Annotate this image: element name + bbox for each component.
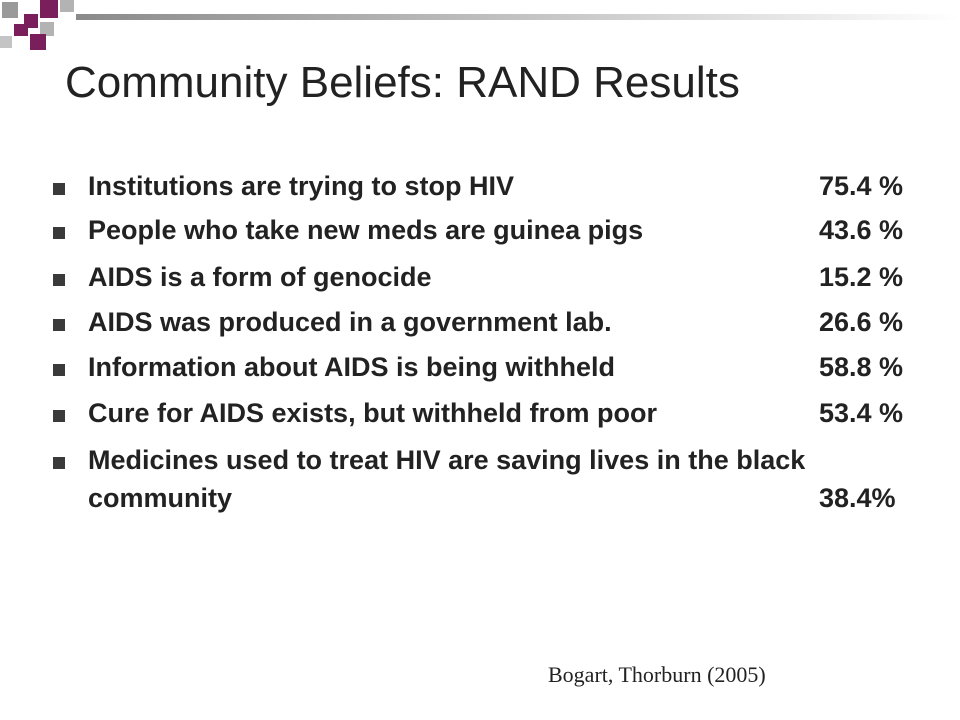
header-rule bbox=[76, 14, 960, 20]
bullet-text: Medicines used to treat HIV are saving l… bbox=[88, 445, 806, 475]
decorative-square bbox=[60, 0, 74, 12]
bullet-value: 75.4 % bbox=[819, 171, 904, 201]
bullet-text: Information about AIDS is being withheld bbox=[88, 352, 615, 382]
slide-title: Community Beliefs: RAND Results bbox=[65, 58, 740, 107]
square-bullet-icon bbox=[53, 457, 65, 469]
bullet-text: community bbox=[88, 483, 233, 513]
decorative-square bbox=[2, 2, 18, 18]
decorative-square bbox=[40, 22, 54, 36]
bullet-value: 43.6 % bbox=[819, 215, 904, 245]
square-bullet-icon bbox=[53, 227, 65, 239]
bullet-text: AIDS was produced in a government lab. bbox=[88, 307, 612, 337]
bullet-text: AIDS is a form of genocide bbox=[88, 262, 432, 292]
square-bullet-icon bbox=[53, 319, 65, 331]
decorative-square bbox=[30, 34, 46, 50]
citation: Bogart, Thorburn (2005) bbox=[548, 662, 766, 687]
decorative-square bbox=[40, 0, 58, 18]
square-bullet-icon bbox=[53, 364, 65, 376]
square-bullet-icon bbox=[53, 183, 65, 195]
bullet-text: Cure for AIDS exists, but withheld from … bbox=[88, 398, 658, 428]
bullet-value: 58.8 % bbox=[819, 352, 904, 382]
bullet-value: 26.6 % bbox=[819, 307, 904, 337]
decorative-square bbox=[0, 36, 12, 48]
square-bullet-icon bbox=[53, 410, 65, 422]
decorative-square bbox=[14, 24, 28, 36]
bullet-value: 15.2 % bbox=[819, 262, 904, 292]
square-bullet-icon bbox=[53, 274, 65, 286]
bullet-value: 53.4 % bbox=[819, 398, 904, 428]
bullet-text: People who take new meds are guinea pigs bbox=[88, 215, 644, 245]
bullet-text: Institutions are trying to stop HIV bbox=[88, 171, 515, 201]
bullet-value: 38.4% bbox=[819, 483, 896, 513]
